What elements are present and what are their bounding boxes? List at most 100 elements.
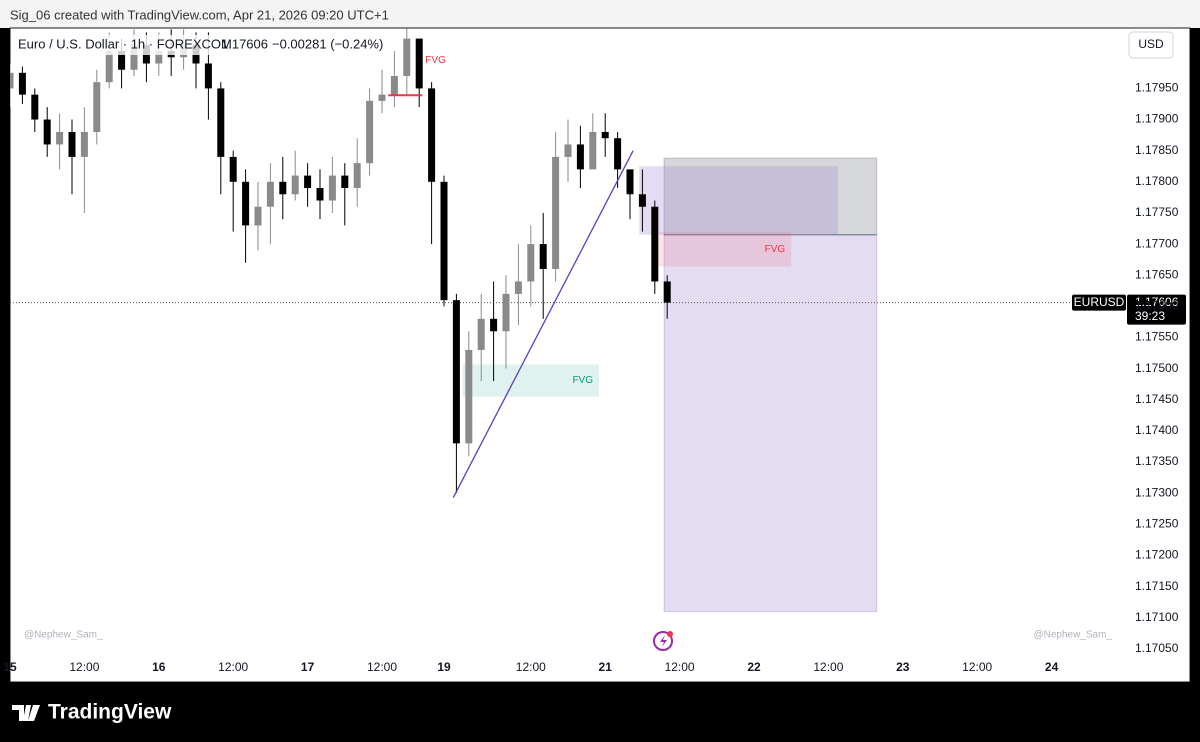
x-tick-label: 15 [3,660,17,674]
candle-body [428,88,436,182]
fvg-label: FVG [765,244,786,255]
plot-area [10,28,1126,612]
candle-body [452,300,460,444]
x-tick-label: 22 [747,660,761,674]
x-tick-label: 12:00 [218,660,248,674]
fvg-label: FVG [425,55,446,66]
candle-body [601,131,609,139]
y-tick-label: 1.17600 [1135,299,1179,313]
y-tick-label: 1.17250 [1135,516,1179,530]
x-tick-label: 21 [599,660,613,674]
candle-body [614,138,622,170]
icon-circle[interactable] [653,631,673,651]
y-tick-label: 1.17800 [1135,174,1179,188]
candle-body [31,94,39,120]
symbol-tag: EURUSD [1074,295,1125,309]
position-target-zone [663,234,878,612]
y-tick-label: 1.17850 [1135,143,1179,157]
legend: Euro / U.S. Dollar · 1h · FOREXCOM1.1760… [14,35,394,55]
countdown: 39:23 [1135,309,1165,323]
fvg-zone [654,232,792,267]
position-stop-zone [663,157,878,236]
x-tick-label: 12:00 [367,660,397,674]
y-tick-label: 1.17550 [1135,330,1179,344]
candle-body [341,175,349,189]
candle-body [279,181,287,195]
chart-frame [9,27,1191,683]
candle-body [217,88,225,157]
candle-body [80,131,88,157]
y-tick-label: 1.17650 [1135,267,1179,281]
brand-logo [12,705,40,721]
trend-line [452,150,634,498]
x-tick-label: 23 [896,660,910,674]
x-tick-label: 12:00 [665,660,695,674]
y-tick-label: 1.17300 [1135,485,1179,499]
candle-body [440,181,448,301]
candle-body [403,38,411,76]
legend-change: −0.00281 (−0.24%) [272,36,383,51]
icon-dot[interactable] [667,631,673,637]
y-tick-label: 1.17100 [1135,610,1179,624]
candle-body [638,194,646,207]
candle-body [242,181,250,226]
candle-body [68,131,76,157]
legend-symbol: Euro / U.S. Dollar · 1h · FOREXCOM [18,36,232,51]
candle-body [502,293,510,332]
y-tick-label: 1.17200 [1135,548,1179,562]
candle-body [118,51,126,70]
y-tick-label: 1.17150 [1135,579,1179,593]
candle-body [415,38,423,89]
x-tick-label: 12:00 [962,660,992,674]
symbol-tag-bg [1072,294,1126,311]
overlay: FVG FVG FVG Euro / U.S. Dollar · 1h · FOREX… [14,35,1186,641]
y-tick-label: 1.17450 [1135,392,1179,406]
highlight-box [639,166,838,235]
watermark: @Nephew_Sam_ [24,630,103,641]
candle-body [490,318,498,332]
candle-body [552,156,560,269]
candle-body [589,131,597,170]
candle-body [18,72,26,95]
y-tick-label: 1.17350 [1135,454,1179,468]
y-tick-label: 1.17050 [1135,641,1179,655]
price-tag-bg [1127,294,1186,325]
candle-body [291,175,299,195]
y-tick-label: 1.17750 [1135,205,1179,219]
candle-body [626,169,634,195]
candle-body [10,72,14,89]
candle-body [266,181,274,207]
header-caption: Sig_06 created with TradingView.com, Apr… [10,7,389,22]
candle-body [576,144,584,170]
candle-body [651,206,659,282]
watermark: @Nephew_Sam_ [1033,630,1112,641]
legend-price: 1.17606 [221,36,268,51]
candle-body [663,281,671,303]
x-tick-label: 12:00 [69,660,99,674]
left-edge [0,28,10,682]
fvg-zone [462,364,599,397]
candle-body [254,206,262,226]
candle-body [130,44,138,70]
candle-body [155,51,163,64]
candle-body [304,175,312,189]
candle-body [353,163,361,189]
news-icon[interactable] [653,631,673,651]
currency-box[interactable] [1128,31,1174,59]
candle-body [527,244,535,282]
footer-bar [0,682,1200,742]
candle-body [539,244,547,269]
y-tick-label: 1.17950 [1135,81,1179,95]
y-tick-label: 1.17500 [1135,361,1179,375]
candle-body [378,94,386,101]
currency[interactable]: USD [1138,37,1164,51]
icon-bolt[interactable] [660,635,667,647]
x-tick-label: 16 [152,660,166,674]
y-tick-label: 1.17900 [1135,112,1179,126]
x-tick-label: 12:00 [813,660,843,674]
candle-body [477,318,485,350]
x-tick-label: 19 [437,660,451,674]
price-tag: 1.17606 [1135,295,1179,309]
candle-body [56,131,64,145]
